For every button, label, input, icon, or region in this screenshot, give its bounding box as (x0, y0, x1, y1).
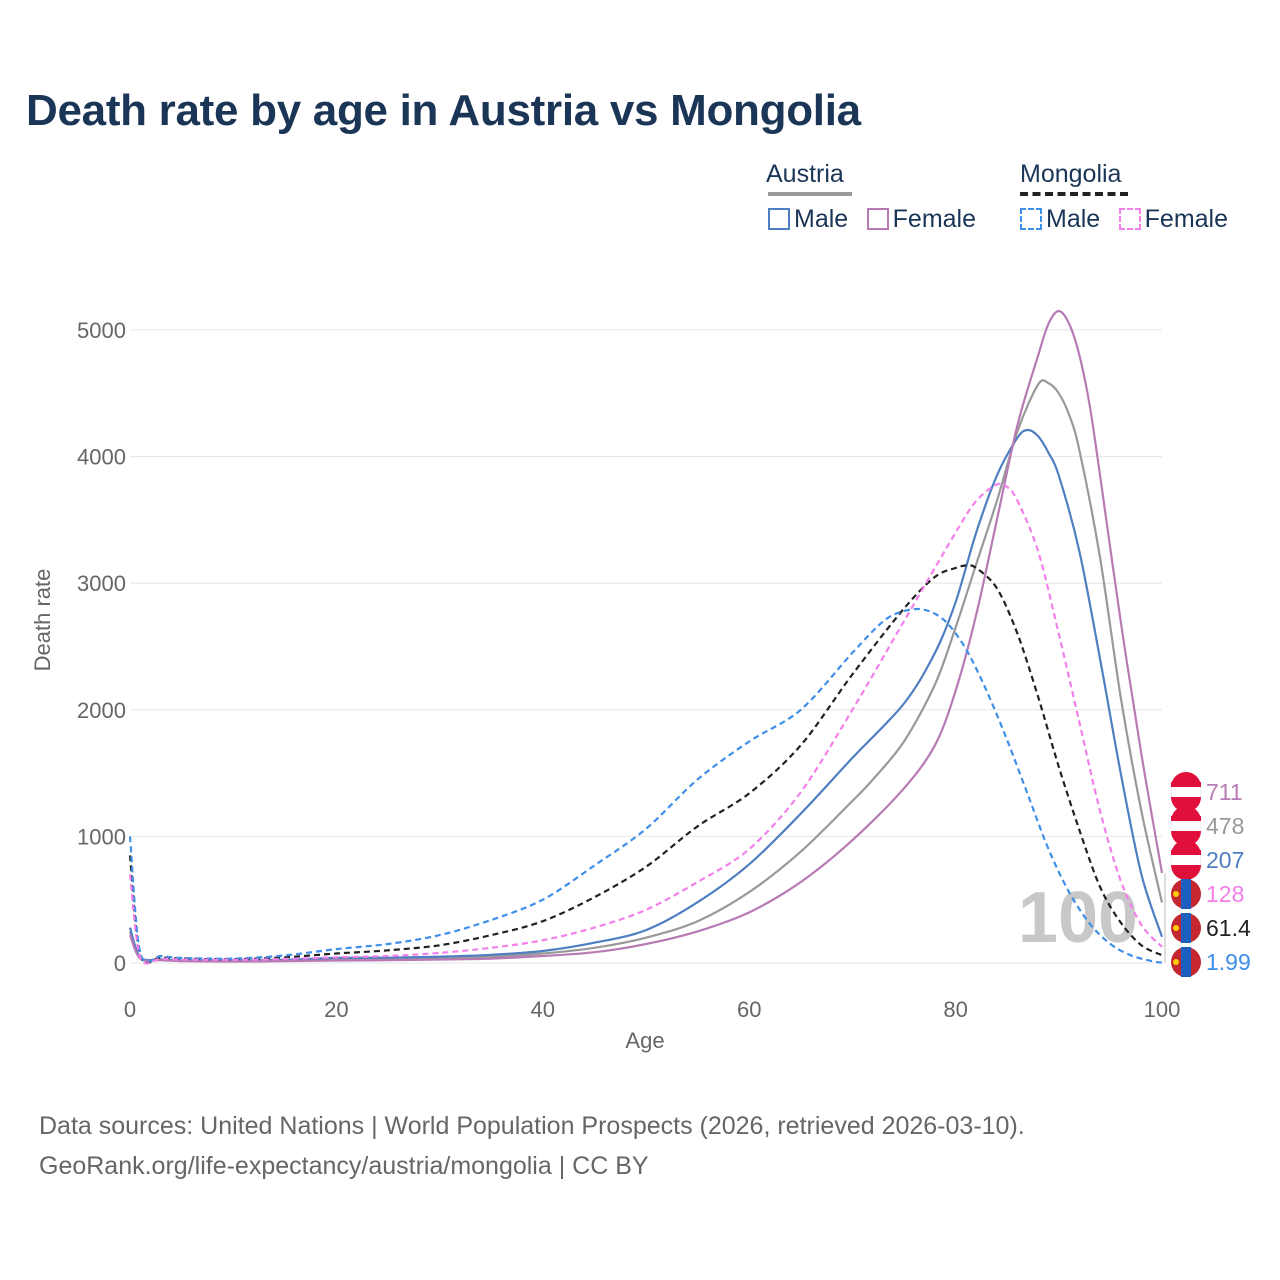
mongolia-flag-icon (1171, 913, 1201, 943)
footer-sources: Data sources: United Nations | World Pop… (39, 1112, 1025, 1140)
series-line-austria-female[interactable] (128, 309, 1164, 963)
x-tick-label: 40 (531, 997, 555, 1022)
footer-link[interactable]: GeoRank.org/life-expectancy/austria/mong… (39, 1152, 649, 1180)
legend-item-mongolia-male[interactable]: Male (1020, 204, 1100, 234)
x-tick-label: 60 (737, 997, 761, 1022)
end-labels: 711 478 207 128 61.4 1.99 (1164, 772, 1251, 977)
end-label-austria-female: 711 (1206, 779, 1243, 805)
legend-item-austria-male[interactable]: Male (768, 204, 848, 234)
y-tick-label: 5000 (77, 318, 126, 343)
swatch-austria-male (768, 208, 790, 230)
y-tick-label: 3000 (77, 571, 126, 596)
legend-head-austria-line (768, 192, 852, 196)
swatch-austria-female (866, 208, 889, 230)
legend-mongolia: Mongolia Male Female (1020, 160, 1228, 233)
legend-row-mongolia: Male Female (1020, 204, 1242, 234)
end-label-mongolia-female: 128 (1206, 881, 1244, 907)
swatch-mongolia-female (1118, 208, 1141, 230)
austria-flag-icon (1170, 840, 1202, 880)
end-label-mongolia-male: 1.99 (1206, 949, 1251, 975)
series-line-mongolia-male[interactable] (128, 607, 1163, 964)
y-tick-label: 1000 (77, 824, 126, 849)
legend-item-austria-female[interactable]: Female (866, 204, 976, 234)
legend-austria: Austria Male Female (766, 160, 976, 233)
legend-head-austria: Austria (766, 160, 844, 188)
end-label-austria-male: 207 (1206, 847, 1244, 873)
swatch-mongolia-male (1020, 208, 1042, 230)
x-ticks: 0 20 40 60 80 100 (124, 997, 1180, 1022)
y-tick-label: 0 (114, 951, 126, 976)
legend-head-mongolia-line (1020, 192, 1128, 196)
x-tick-label: 100 (1144, 997, 1181, 1022)
grid (130, 329, 1162, 964)
footer: Data sources: United Nations | World Pop… (39, 1106, 1025, 1186)
mongolia-flag-icon (1171, 947, 1201, 977)
y-tick-label: 4000 (77, 445, 126, 470)
y-tick-label: 2000 (77, 698, 126, 723)
end-label-austria-total: 478 (1206, 813, 1244, 839)
x-tick-label: 80 (943, 997, 967, 1022)
legend-row-austria: Male Female (768, 204, 990, 234)
y-axis-label: Death rate (30, 569, 55, 672)
x-tick-label: 0 (124, 997, 136, 1022)
series-line-mongolia-female[interactable] (128, 482, 1163, 965)
legend-head-mongolia: Mongolia (1020, 160, 1122, 188)
mongolia-flag-icon (1171, 879, 1201, 909)
series-line-mongolia-total[interactable] (128, 564, 1163, 965)
year-annotation: 100 (1018, 878, 1138, 958)
series-lines (128, 309, 1164, 965)
x-tick-label: 20 (324, 997, 348, 1022)
y-ticks: 0 1000 2000 3000 4000 5000 (77, 318, 126, 976)
series-line-austria-male[interactable] (128, 428, 1164, 962)
end-label-mongolia-total: 61.4 (1206, 915, 1251, 941)
legend-item-mongolia-female[interactable]: Female (1118, 204, 1228, 234)
page-title: Death rate by age in Austria vs Mongolia (26, 86, 861, 135)
x-axis-label: Age (625, 1028, 664, 1053)
